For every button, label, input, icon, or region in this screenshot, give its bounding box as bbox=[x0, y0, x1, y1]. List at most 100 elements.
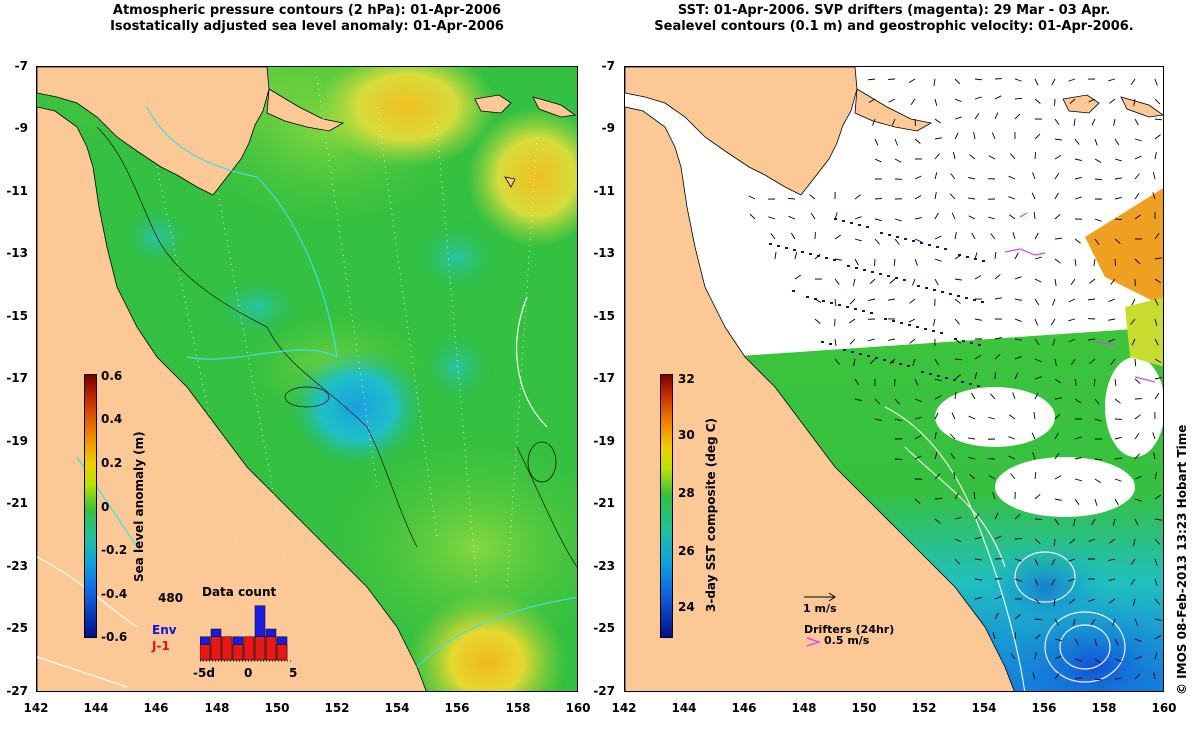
left-cb-tick-1: 0.4 bbox=[101, 412, 123, 426]
velocity-arrow bbox=[1094, 418, 1102, 422]
velocity-arrow bbox=[934, 98, 938, 106]
velocity-arrow bbox=[973, 132, 976, 140]
velocity-arrow bbox=[854, 258, 859, 266]
velocity-arrow bbox=[934, 212, 939, 220]
velocity-arrow bbox=[1154, 578, 1158, 586]
velocity-arrow bbox=[868, 98, 876, 103]
velocity-arrow bbox=[794, 252, 798, 260]
left-ytick-7: -21 bbox=[6, 496, 28, 510]
velocity-arrow bbox=[1091, 118, 1096, 126]
navy-sst-speck bbox=[866, 226, 869, 228]
velocity-arrow bbox=[768, 216, 776, 220]
left-xtick-3: 148 bbox=[204, 701, 230, 715]
navy-sst-speck bbox=[850, 222, 853, 224]
velocity-arrow bbox=[1010, 473, 1016, 480]
velocity-arrow bbox=[1052, 298, 1056, 306]
velocity-arrow bbox=[894, 418, 902, 422]
velocity-arrow bbox=[1074, 238, 1081, 244]
navy-sst-speck bbox=[891, 361, 894, 363]
velocity-arrow bbox=[1068, 298, 1076, 303]
velocity-arrow bbox=[1134, 453, 1140, 460]
velocity-arrow bbox=[1054, 655, 1062, 660]
navy-sst-speck bbox=[862, 310, 865, 312]
velocity-arrow bbox=[1054, 413, 1061, 420]
velocity-arrow bbox=[1074, 398, 1082, 404]
velocity-arrow bbox=[1154, 518, 1162, 521]
left-map bbox=[36, 66, 578, 692]
left-ytick-5: -17 bbox=[6, 371, 28, 385]
velocity-arrow bbox=[1009, 214, 1016, 220]
left-cb-tick-5: -0.4 bbox=[101, 587, 128, 601]
velocity-arrow bbox=[868, 338, 876, 342]
velocity-arrow bbox=[1114, 398, 1121, 404]
velocity-arrow bbox=[1088, 598, 1096, 602]
velocity-arrow bbox=[954, 232, 957, 240]
velocity-arrow bbox=[954, 278, 962, 281]
navy-sst-speck bbox=[843, 349, 846, 351]
navy-sst-speck bbox=[847, 265, 850, 267]
velocity-arrow bbox=[1088, 338, 1096, 341]
velocity-arrow bbox=[1053, 538, 1056, 547]
left-xtick-0: 142 bbox=[23, 701, 49, 715]
velocity-arrow bbox=[1014, 113, 1021, 120]
navy-sst-speck bbox=[846, 306, 849, 308]
right-cb-tick-1: 30 bbox=[678, 428, 695, 442]
velocity-arrow bbox=[1109, 538, 1116, 544]
velocity-arrow bbox=[1074, 138, 1080, 145]
velocity-arrow bbox=[954, 358, 963, 361]
velocity-arrow bbox=[974, 318, 982, 321]
velocity-arrow bbox=[1009, 414, 1016, 420]
velocity-arrow bbox=[1034, 578, 1039, 586]
velocity-arrow bbox=[1033, 412, 1036, 420]
velocity-arrow bbox=[1054, 138, 1062, 141]
velocity-arrow bbox=[909, 298, 916, 304]
velocity-arrow bbox=[974, 536, 982, 540]
velocity-arrow bbox=[1054, 237, 1063, 240]
navy-sst-speck bbox=[785, 247, 788, 249]
velocity-arrow bbox=[1008, 436, 1016, 440]
velocity-arrow bbox=[1131, 298, 1136, 306]
velocity-arrow bbox=[849, 298, 856, 305]
velocity-arrow bbox=[1034, 98, 1041, 104]
navy-sst-speck bbox=[904, 238, 907, 240]
velocity-arrow bbox=[1034, 358, 1042, 363]
right-ytick-1: -9 bbox=[601, 121, 615, 135]
velocity-arrow bbox=[1154, 494, 1161, 500]
right-xtick-2: 146 bbox=[731, 701, 757, 715]
navy-sst-speck bbox=[793, 249, 796, 251]
velocity-arrow bbox=[1134, 414, 1141, 420]
velocity-arrow bbox=[1032, 172, 1036, 180]
navy-sst-speck bbox=[953, 379, 956, 381]
velocity-arrow bbox=[1132, 598, 1136, 606]
velocity-arrow bbox=[894, 398, 900, 405]
velocity-arrow bbox=[1154, 118, 1163, 121]
inset-j1-bar bbox=[200, 644, 211, 661]
right-ytick-9: -25 bbox=[593, 621, 615, 635]
velocity-arrow bbox=[914, 455, 922, 460]
navy-sst-speck bbox=[858, 224, 861, 226]
right-xtick-8: 158 bbox=[1091, 701, 1117, 715]
velocity-arrow bbox=[954, 254, 962, 260]
velocity-arrow bbox=[968, 437, 976, 440]
velocity-arrow bbox=[1087, 298, 1096, 301]
velocity-arrow bbox=[1051, 578, 1056, 586]
left-xtick-8: 158 bbox=[505, 701, 531, 715]
velocity-arrow bbox=[1054, 213, 1061, 220]
velocity-arrow bbox=[874, 238, 880, 245]
velocity-arrow bbox=[1091, 518, 1096, 526]
velocity-arrow bbox=[968, 456, 976, 460]
velocity-arrow bbox=[774, 252, 777, 260]
velocity-arrow bbox=[974, 96, 982, 100]
velocity-arrow bbox=[914, 398, 922, 402]
velocity-arrow bbox=[1089, 278, 1096, 284]
velocity-arrow bbox=[1152, 432, 1156, 440]
velocity-arrow bbox=[1034, 78, 1039, 86]
velocity-arrow bbox=[788, 215, 796, 220]
velocity-arrow bbox=[1108, 598, 1116, 604]
velocity-arrow bbox=[1094, 158, 1102, 163]
navy-sst-speck bbox=[830, 302, 833, 304]
velocity-arrow bbox=[1034, 298, 1040, 306]
navy-sst-speck bbox=[809, 253, 812, 255]
velocity-arrow bbox=[1133, 98, 1136, 106]
velocity-arrow bbox=[994, 95, 1002, 100]
